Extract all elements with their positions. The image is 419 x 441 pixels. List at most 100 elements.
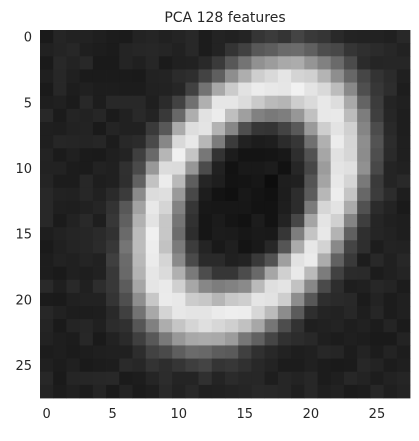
heatmap-cell: [264, 161, 279, 175]
heatmap-cell: [185, 187, 199, 202]
heatmap-cell: [53, 371, 67, 386]
heatmap-cell: [383, 56, 398, 70]
heatmap-cell: [172, 69, 186, 83]
heatmap-cell: [291, 332, 305, 346]
heatmap-cell: [277, 161, 292, 175]
heatmap-cell: [264, 82, 279, 97]
heatmap-cell: [198, 214, 213, 228]
heatmap-cell: [277, 187, 292, 202]
heatmap-cell: [92, 56, 107, 70]
heatmap-cell: [211, 69, 226, 83]
heatmap-cell: [119, 122, 133, 136]
heatmap-cell: [291, 279, 305, 294]
heatmap-cell: [40, 161, 54, 175]
heatmap-cell: [40, 332, 54, 346]
heatmap-cell: [106, 200, 120, 215]
heatmap-cell: [158, 95, 173, 110]
heatmap-cell: [106, 292, 120, 307]
heatmap-cell: [132, 30, 147, 44]
heatmap-cell: [66, 306, 81, 320]
heatmap-cell: [251, 82, 266, 97]
heatmap-cell: [291, 69, 305, 83]
heatmap-cell: [132, 279, 147, 294]
x-axis-ticks: 0 5 10 15 20 25: [42, 407, 385, 422]
heatmap-cell: [225, 214, 239, 228]
heatmap-cell: [343, 108, 358, 123]
heatmap-cell: [132, 161, 147, 175]
heatmap-cell: [172, 253, 186, 267]
heatmap-cell: [198, 371, 213, 386]
heatmap-cell: [132, 266, 147, 281]
heatmap-cell: [92, 227, 107, 241]
heatmap-cell: [304, 279, 318, 294]
heatmap-cell: [225, 174, 239, 189]
heatmap-cell: [396, 148, 411, 162]
heatmap-cell: [304, 174, 318, 189]
heatmap-cell: [343, 371, 358, 386]
heatmap-cell: [158, 227, 173, 241]
heatmap-cell: [172, 200, 186, 215]
heatmap-cell: [225, 358, 239, 373]
heatmap-cell: [291, 345, 305, 359]
heatmap-cell: [132, 148, 147, 162]
heatmap-cell: [198, 161, 213, 175]
heatmap-cell: [158, 253, 173, 267]
heatmap-cell: [304, 200, 318, 215]
heatmap-cell: [330, 214, 345, 228]
heatmap-cell: [92, 266, 107, 281]
heatmap-cell: [383, 358, 398, 373]
heatmap-cell: [211, 319, 226, 333]
heatmap-cell: [106, 43, 120, 57]
heatmap-cell: [264, 292, 279, 307]
heatmap-cell: [304, 214, 318, 228]
heatmap-cell: [145, 122, 160, 136]
heatmap-cell: [158, 148, 173, 162]
heatmap-cell: [40, 227, 54, 241]
heatmap-cell: [106, 122, 120, 136]
heatmap-cell: [66, 174, 81, 189]
heatmap-cell: [370, 319, 384, 333]
heatmap-cell: [264, 122, 279, 136]
heatmap-cell: [211, 240, 226, 254]
x-tick-label: 15: [237, 407, 254, 422]
heatmap-cell: [304, 358, 318, 373]
heatmap-cell: [198, 30, 213, 44]
heatmap-cell: [92, 332, 107, 346]
heatmap-cell: [251, 306, 266, 320]
heatmap-cell: [225, 69, 239, 83]
heatmap-cell: [79, 214, 94, 228]
heatmap-cell: [92, 358, 107, 373]
heatmap-cell: [211, 306, 226, 320]
heatmap-cell: [66, 56, 81, 70]
heatmap-cell: [172, 292, 186, 307]
heatmap-cell: [53, 187, 67, 202]
heatmap-cell: [396, 161, 411, 175]
heatmap-cell: [119, 292, 133, 307]
heatmap-cell: [132, 306, 147, 320]
heatmap-cell: [66, 240, 81, 254]
heatmap-cell: [132, 214, 147, 228]
heatmap-cell: [264, 95, 279, 110]
heatmap-cell: [158, 108, 173, 123]
heatmap-cell: [238, 371, 252, 386]
heatmap-cell: [172, 174, 186, 189]
heatmap-cell: [225, 371, 239, 386]
heatmap-cell: [291, 358, 305, 373]
heatmap-cell: [383, 279, 398, 294]
heatmap-cell: [304, 332, 318, 346]
x-tick-label: 25: [369, 407, 386, 422]
heatmap-cell: [291, 200, 305, 215]
heatmap-cell: [185, 30, 199, 44]
heatmap-cell: [277, 56, 292, 70]
heatmap-cell: [92, 135, 107, 149]
heatmap-cell: [330, 319, 345, 333]
heatmap-cell: [106, 266, 120, 281]
heatmap-cell: [158, 161, 173, 175]
heatmap-cell: [238, 43, 252, 57]
heatmap-cell: [330, 253, 345, 267]
heatmap-cell: [225, 227, 239, 241]
heatmap-cell: [106, 82, 120, 97]
heatmap-cell: [66, 108, 81, 123]
heatmap-cell: [383, 384, 398, 399]
heatmap-cell: [317, 253, 332, 267]
